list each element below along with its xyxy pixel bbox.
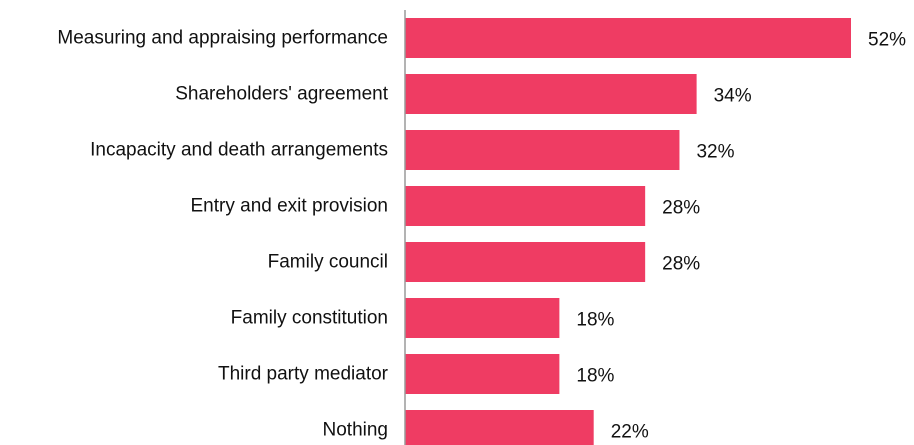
category-labels-group: Measuring and appraising performance Shar… <box>57 28 388 441</box>
bar <box>405 186 646 226</box>
bars-group <box>405 18 851 445</box>
category-label: Nothing <box>323 420 389 441</box>
category-label: Incapacity and death arrangements <box>90 140 388 161</box>
value-label: 52% <box>868 30 906 51</box>
value-label: 34% <box>714 86 752 107</box>
value-label: 22% <box>611 422 649 443</box>
category-label: Third party mediator <box>218 364 389 385</box>
value-label: 18% <box>576 366 614 387</box>
value-labels-group: 52% 34% 32% 28% 28% 18% 18% 22% <box>576 30 906 443</box>
bar <box>405 410 594 445</box>
category-label: Family constitution <box>231 308 388 329</box>
bar <box>405 242 646 282</box>
bar <box>405 354 560 394</box>
category-label: Family council <box>268 252 388 273</box>
bar <box>405 298 560 338</box>
bar <box>405 18 851 58</box>
category-label: Shareholders' agreement <box>175 84 388 105</box>
value-label: 28% <box>662 198 700 219</box>
bar <box>405 74 697 114</box>
bar <box>405 130 680 170</box>
category-label: Entry and exit provision <box>191 196 389 217</box>
value-label: 18% <box>576 310 614 331</box>
value-label: 28% <box>662 254 700 275</box>
category-label: Measuring and appraising performance <box>57 28 388 49</box>
value-label: 32% <box>696 142 734 163</box>
